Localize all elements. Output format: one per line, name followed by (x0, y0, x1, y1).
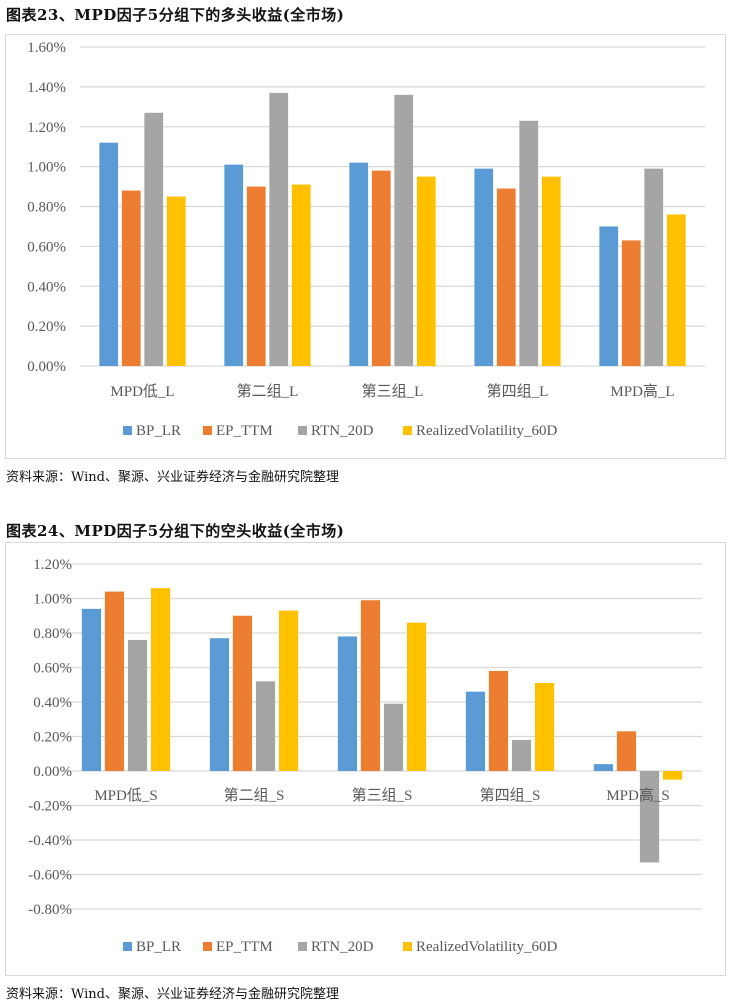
chart-2-y-tick: -0.20% (28, 799, 72, 815)
chart-1-title: 图表23、MPD因子5分组下的多头收益(全市场) (6, 6, 345, 24)
chart-2-title: 图表24、MPD因子5分组下的空头收益(全市场) (6, 522, 345, 540)
chart-1-x-label: MPD低_L (110, 383, 174, 400)
chart-2-y-tick: -0.80% (28, 902, 72, 918)
chart-1-legend-swatch (203, 426, 212, 435)
chart-2-x-label: 第三组_S (352, 786, 413, 804)
chart-2-bar-BP_LR (81, 608, 102, 771)
chart-2-bar-RealizedVolatility_60D (278, 610, 299, 771)
chart-1-bar-RealizedVolatility_60D (291, 184, 311, 366)
chart-1-bar-BP_LR (599, 226, 619, 366)
chart-1-x-label: 第二组_L (237, 382, 299, 400)
chart-1-y-tick: 1.40% (27, 80, 66, 96)
chart-1-legend-label: RTN_20D (311, 423, 374, 439)
chart-2-legend-label: RealizedVolatility_60D (416, 939, 558, 955)
chart-1-bar-BP_LR (474, 168, 494, 366)
chart-1-y-tick: 1.20% (27, 120, 66, 136)
chart-1-bar-EP_TTM (371, 170, 391, 366)
chart-1-bar-RealizedVolatility_60D (416, 176, 436, 366)
chart-2-bar-RealizedVolatility_60D (150, 588, 171, 771)
chart-1-bar-RTN_20D (519, 120, 539, 366)
chart-2-bar-RTN_20D (127, 639, 148, 771)
chart-2-bar-RealizedVolatility_60D (662, 771, 683, 780)
chart-1-legend-label: BP_LR (136, 423, 181, 439)
chart-1-bar-RTN_20D (144, 112, 164, 366)
chart-2-bar-EP_TTM (232, 615, 253, 771)
chart-2-legend-label: RTN_20D (311, 939, 374, 955)
chart-1-bar-EP_TTM (621, 240, 641, 366)
chart-2-legend-label: BP_LR (136, 939, 181, 955)
chart-1-y-tick: 0.20% (27, 319, 66, 335)
chart-1-bar-RTN_20D (644, 168, 664, 366)
chart-1-bar-RTN_20D (394, 94, 414, 366)
chart-2-y-tick: 1.20% (33, 557, 72, 573)
chart-1-x-label: 第三组_L (362, 382, 424, 400)
chart-2-y-tick: -0.40% (28, 833, 72, 849)
chart-1-y-tick: 0.40% (27, 279, 66, 295)
chart-2-bar-EP_TTM (488, 670, 509, 771)
chart-2-bar-BP_LR (465, 691, 486, 771)
chart-1-bar-RealizedVolatility_60D (541, 176, 561, 366)
chart-1-x-label: MPD高_L (610, 383, 674, 400)
chart-1-bar-RTN_20D (269, 92, 289, 366)
chart-2-bar-RealizedVolatility_60D (534, 683, 555, 771)
chart-2-x-label: MPD高_S (606, 787, 669, 804)
chart-1-legend-swatch (298, 426, 307, 435)
chart-1-legend-swatch (403, 426, 412, 435)
chart-1-legend-label: RealizedVolatility_60D (416, 423, 558, 439)
chart-1-y-tick: 0.00% (27, 359, 66, 375)
chart-2-bar-RTN_20D (383, 703, 404, 771)
chart-1-bar-EP_TTM (496, 188, 516, 366)
chart-1-source: 资料来源：Wind、聚源、兴业证券经济与金融研究院整理 (6, 470, 339, 485)
chart-1-y-tick: 1.60% (27, 40, 66, 56)
chart-2-bar-EP_TTM (616, 731, 637, 771)
chart-2-bar-BP_LR (209, 638, 230, 771)
chart-2-bar-RealizedVolatility_60D (406, 622, 427, 771)
chart-2-y-tick: 0.60% (33, 661, 72, 677)
chart-1-y-tick: 1.00% (27, 160, 66, 176)
chart-2-bar-RTN_20D (511, 739, 532, 771)
chart-2-legend-swatch (298, 942, 307, 951)
chart-2-y-tick: 1.00% (33, 592, 72, 608)
chart-2-x-label: MPD低_S (94, 787, 157, 804)
chart-1-bar-RealizedVolatility_60D (666, 214, 686, 366)
chart-2-source: 资料来源：Wind、聚源、兴业证券经济与金融研究院整理 (6, 987, 339, 1002)
chart-1-legend-label: EP_TTM (216, 423, 273, 439)
chart-1-x-label: 第四组_L (487, 382, 549, 400)
chart-1-bar-BP_LR (224, 164, 244, 366)
chart-2-x-label: 第二组_S (224, 786, 285, 804)
chart-2-bar-RTN_20D (255, 681, 276, 771)
chart-1-y-tick: 0.80% (27, 200, 66, 216)
chart-1-y-tick: 0.60% (27, 239, 66, 255)
chart-2-y-tick: 0.00% (33, 764, 72, 780)
chart-2-bar-BP_LR (337, 636, 358, 771)
chart-2-bar-RTN_20D (639, 771, 660, 863)
chart-2-legend-label: EP_TTM (216, 939, 273, 955)
chart-2-y-tick: 0.40% (33, 695, 72, 711)
chart-1-bar-RealizedVolatility_60D (166, 196, 186, 366)
chart-2-bar-BP_LR (593, 764, 614, 771)
chart-1-bar-EP_TTM (246, 186, 266, 366)
chart-1-legend-swatch (123, 426, 132, 435)
chart-2-bar-EP_TTM (104, 591, 125, 771)
chart-1-bar-BP_LR (349, 162, 369, 366)
chart-2-legend-swatch (403, 942, 412, 951)
chart-2-y-tick: -0.60% (28, 868, 72, 884)
chart-2-bar-EP_TTM (360, 600, 381, 771)
chart-1-bar-EP_TTM (121, 190, 141, 366)
chart-2-x-label: 第四组_S (480, 786, 541, 804)
chart-2-legend-swatch (203, 942, 212, 951)
chart-2-y-tick: 0.80% (33, 626, 72, 642)
chart-1-bar-BP_LR (99, 142, 119, 366)
chart-2-legend-swatch (123, 942, 132, 951)
chart-2-y-tick: 0.20% (33, 730, 72, 746)
